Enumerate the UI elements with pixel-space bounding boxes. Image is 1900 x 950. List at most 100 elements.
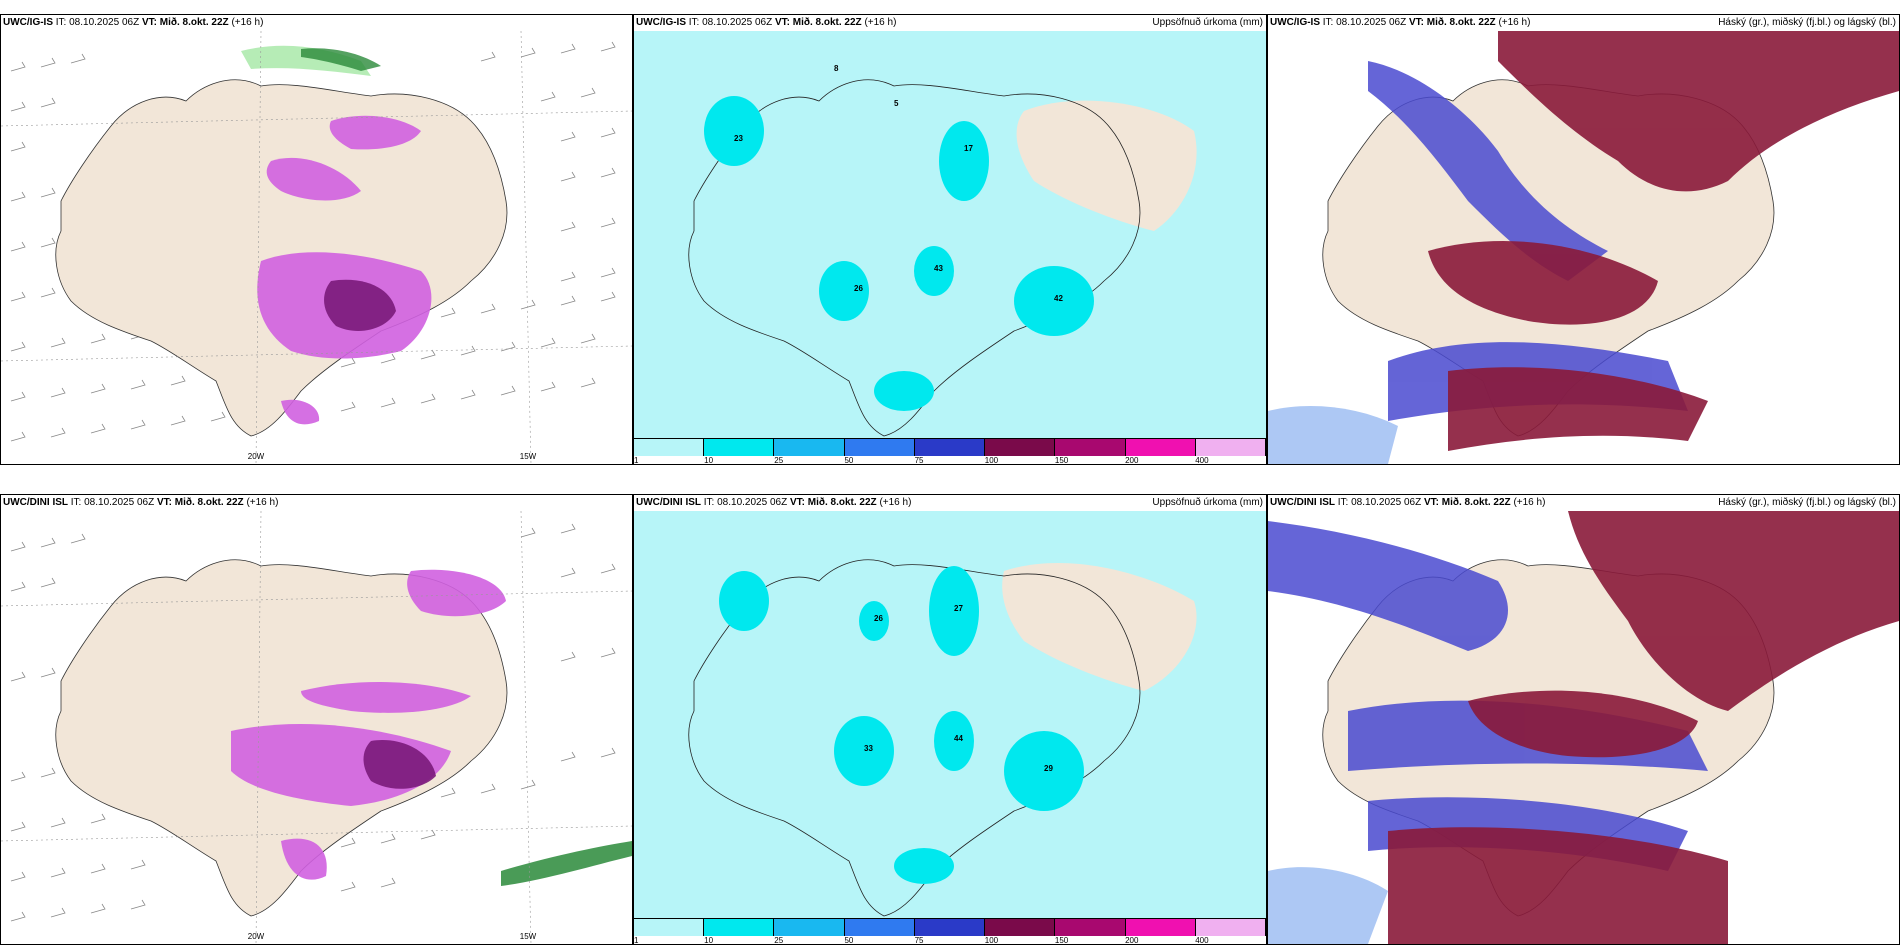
green-dark-band <box>301 48 381 71</box>
coast-outline <box>688 559 1141 917</box>
panel-top-snow: UWC/IG-IS IT: 08.10.2025 06Z VT: Mið. 8.… <box>0 14 633 465</box>
colorbar-seg <box>704 919 775 936</box>
panel-title: UWC/IG-IS IT: 08.10.2025 06Z VT: Mið. 8.… <box>1270 17 1531 28</box>
panel-right-title: Háský (gr.), miðský (fj.bl.) og lágský (… <box>1718 17 1896 28</box>
colorbar-label: 75 <box>914 936 924 945</box>
green-band <box>241 45 371 76</box>
snow-area-north <box>407 569 506 617</box>
colorbar-label: 400 <box>1195 936 1209 945</box>
snow-area-core <box>363 740 436 789</box>
dry-area <box>1016 100 1197 231</box>
colorbar-label: 100 <box>984 936 999 945</box>
svg-text:17: 17 <box>964 144 973 153</box>
svg-text:26: 26 <box>874 614 883 623</box>
colorbar-label: 150 <box>1054 936 1069 945</box>
colorbar-label: 400 <box>1195 456 1209 465</box>
snow-area-south <box>281 399 320 425</box>
precip-map: 8 5 17 23 42 26 43 <box>634 31 1266 438</box>
dry-area <box>1002 562 1197 691</box>
colorbar-label: 75 <box>914 456 924 465</box>
colorbar-label: 10 <box>704 936 714 945</box>
cloud-map <box>1268 31 1899 464</box>
lon-label-15w: 15W <box>520 452 537 461</box>
colorbar-label: 25 <box>774 456 784 465</box>
cloud-high-red <box>1428 31 1899 451</box>
panel-title: UWC/IG-IS IT: 08.10.2025 06Z VT: Mið. 8.… <box>3 17 264 28</box>
precip-value-labels: 26 27 33 44 29 <box>864 604 1053 773</box>
colorbar-seg <box>634 919 705 936</box>
panel-bottom-snow: UWC/DINI ISL IT: 08.10.2025 06Z VT: Mið.… <box>0 494 633 945</box>
colorbar-label: 100 <box>984 456 999 465</box>
lon-label-20w: 20W <box>248 452 265 461</box>
colorbar-seg <box>985 919 1056 936</box>
colorbar-seg <box>1055 919 1126 936</box>
panel-title: UWC/IG-IS IT: 08.10.2025 06Z VT: Mið. 8.… <box>636 17 897 28</box>
colorbar-seg <box>774 439 845 456</box>
snow-area-central <box>301 681 471 713</box>
grid-lines <box>1 511 632 944</box>
svg-text:8: 8 <box>834 64 839 73</box>
panel-title: UWC/DINI ISL IT: 08.10.2025 06Z VT: Mið.… <box>636 497 912 508</box>
panel-top-precip: UWC/IG-IS IT: 08.10.2025 06Z VT: Mið. 8.… <box>633 14 1267 465</box>
colorbar-seg <box>914 439 986 456</box>
colorbar: 1 10 25 50 75 100 150 200 400 <box>634 438 1266 464</box>
cloud-high-red <box>1388 511 1899 944</box>
svg-text:26: 26 <box>854 284 863 293</box>
colorbar-seg <box>1055 439 1126 456</box>
snow-area-nw <box>266 157 361 201</box>
colorbar-seg <box>914 919 986 936</box>
colorbar-seg <box>774 919 845 936</box>
cloud-low-lightblue <box>1268 867 1388 944</box>
panel-top-cloud: UWC/IG-IS IT: 08.10.2025 06Z VT: Mið. 8.… <box>1267 14 1900 465</box>
colorbar-seg <box>844 439 915 456</box>
colorbar-label: 200 <box>1125 456 1139 465</box>
colorbar-seg <box>704 439 775 456</box>
precip-map: 26 27 33 44 29 <box>634 511 1266 918</box>
colorbar-seg <box>1195 439 1266 456</box>
green-band-se <box>501 841 632 886</box>
snow-wind-map: 20W 15W <box>1 31 632 464</box>
panel-bottom-cloud: UWC/DINI ISL IT: 08.10.2025 06Z VT: Mið.… <box>1267 494 1900 945</box>
svg-text:43: 43 <box>934 264 943 273</box>
svg-text:33: 33 <box>864 744 873 753</box>
colorbar-seg <box>1125 439 1196 456</box>
colorbar-label: 200 <box>1125 936 1139 945</box>
svg-text:42: 42 <box>1054 294 1063 303</box>
colorbar-seg <box>634 439 705 456</box>
cloud-low-lightblue <box>1268 406 1398 464</box>
panel-right-title: Uppsöfnuð úrkoma (mm) <box>1152 17 1263 28</box>
cloud-map <box>1268 511 1899 944</box>
svg-text:23: 23 <box>734 134 743 143</box>
svg-text:44: 44 <box>954 734 963 743</box>
precip-cyan-areas <box>719 566 1084 884</box>
panel-bottom-precip: UWC/DINI ISL IT: 08.10.2025 06Z VT: Mið.… <box>633 494 1267 945</box>
lon-label-15w: 15W <box>520 932 537 941</box>
snow-area-north <box>329 115 421 150</box>
colorbar-label: 1 <box>634 936 639 945</box>
lon-label-20w: 20W <box>248 932 265 941</box>
colorbar-seg <box>844 919 915 936</box>
panel-title: UWC/DINI ISL IT: 08.10.2025 06Z VT: Mið.… <box>1270 497 1546 508</box>
precip-cyan-areas <box>704 96 1094 411</box>
coast-outline <box>688 79 1141 437</box>
colorbar-label: 25 <box>774 936 784 945</box>
panel-title: UWC/DINI ISL IT: 08.10.2025 06Z VT: Mið.… <box>3 497 279 508</box>
svg-text:27: 27 <box>954 604 963 613</box>
colorbar-seg <box>1195 919 1266 936</box>
snow-area-south <box>281 838 327 880</box>
panel-right-title: Háský (gr.), miðský (fj.bl.) og lágský (… <box>1718 497 1896 508</box>
svg-text:5: 5 <box>894 99 899 108</box>
precip-value-labels: 8 5 17 23 42 26 43 <box>734 64 1063 303</box>
colorbar-label: 1 <box>634 456 639 465</box>
colorbar-seg <box>1125 919 1196 936</box>
panel-right-title: Uppsöfnuð úrkoma (mm) <box>1152 497 1263 508</box>
colorbar-label: 50 <box>844 936 854 945</box>
svg-text:29: 29 <box>1044 764 1053 773</box>
snow-area-core <box>324 279 396 331</box>
grid-lines <box>1 31 632 464</box>
colorbar-label: 10 <box>704 456 714 465</box>
colorbar-seg <box>985 439 1056 456</box>
colorbar-label: 50 <box>844 456 854 465</box>
colorbar-label: 150 <box>1054 456 1069 465</box>
colorbar: 1 10 25 50 75 100 150 200 400 <box>634 918 1266 944</box>
